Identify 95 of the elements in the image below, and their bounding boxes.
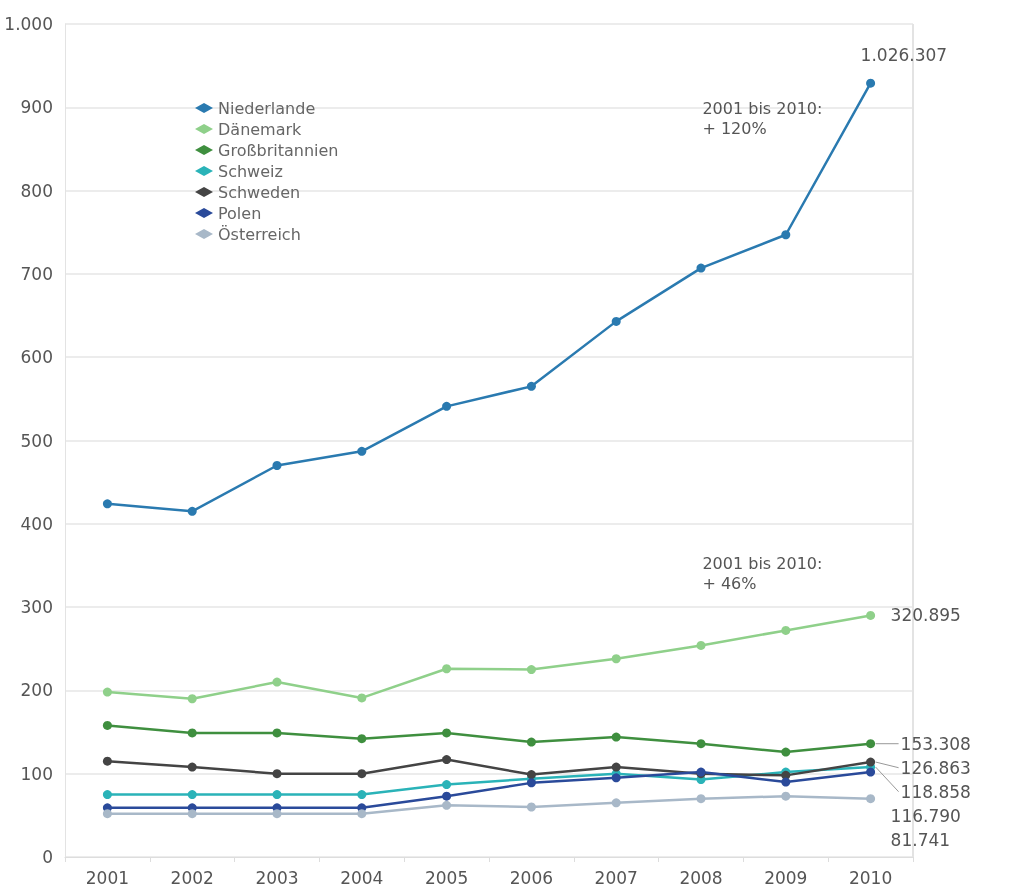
annotation: 2001 bis 2010: + 120% <box>702 98 823 138</box>
legend-label: Niederlande <box>218 98 316 118</box>
point <box>187 506 197 516</box>
point <box>866 739 876 749</box>
point <box>526 778 536 788</box>
point <box>442 664 452 674</box>
annotation: 2001 bis 2010: + 46% <box>702 554 823 594</box>
y-tick-label: 500 <box>20 430 53 451</box>
point <box>866 794 876 804</box>
point <box>866 757 876 767</box>
x-tick-label: 2009 <box>764 867 808 888</box>
x-tick-label: 2002 <box>170 867 214 888</box>
point <box>866 767 876 777</box>
point <box>696 794 706 804</box>
annotation: 81.741 <box>890 829 951 850</box>
annotation: 126.863 <box>900 757 971 778</box>
point <box>102 809 112 819</box>
point <box>611 732 621 742</box>
point <box>187 694 197 704</box>
x-tick-label: 2006 <box>509 867 554 888</box>
point <box>272 677 282 687</box>
point <box>866 78 876 88</box>
point <box>442 755 452 765</box>
legend-label: Großbritannien <box>218 140 339 160</box>
point <box>696 739 706 749</box>
point <box>781 777 791 787</box>
point <box>866 610 876 620</box>
x-tick-label: 2001 <box>85 867 130 888</box>
x-tick-label: 2007 <box>594 867 638 888</box>
point <box>272 460 282 470</box>
point <box>781 747 791 757</box>
point <box>611 316 621 326</box>
annotation: 320.895 <box>890 605 961 626</box>
point <box>526 737 536 747</box>
point <box>442 791 452 801</box>
y-tick-label: 400 <box>20 513 53 534</box>
y-tick-label: 900 <box>20 97 53 118</box>
x-tick-label: 2005 <box>424 867 469 888</box>
legend-label: Polen <box>218 203 262 223</box>
point <box>526 381 536 391</box>
point <box>611 762 621 772</box>
point <box>611 773 621 783</box>
y-tick-label: 700 <box>20 263 53 284</box>
point <box>272 790 282 800</box>
point <box>357 734 367 744</box>
point <box>357 693 367 703</box>
point <box>696 640 706 650</box>
y-tick-label: 800 <box>20 180 53 201</box>
point <box>526 770 536 780</box>
point <box>357 769 367 779</box>
point <box>102 756 112 766</box>
point <box>187 762 197 772</box>
point <box>442 728 452 738</box>
y-tick-label: 0 <box>42 847 53 867</box>
y-tick-label: 1.000 <box>4 14 53 34</box>
annotation: 1.026.307 <box>860 45 948 66</box>
point <box>526 665 536 675</box>
point <box>357 809 367 819</box>
point <box>187 790 197 800</box>
point <box>442 780 452 790</box>
point <box>102 499 112 509</box>
annotation: 116.790 <box>890 805 961 826</box>
legend-label: Österreich <box>218 224 301 244</box>
y-tick-label: 300 <box>20 597 53 618</box>
x-tick-label: 2010 <box>848 867 893 888</box>
point <box>781 625 791 635</box>
point <box>357 790 367 800</box>
annotation: 118.858 <box>900 781 971 802</box>
y-tick-label: 100 <box>20 763 53 784</box>
point <box>526 802 536 812</box>
legend-label: Dänemark <box>218 119 303 139</box>
legend-label: Schweiz <box>218 161 283 181</box>
point <box>696 263 706 273</box>
point <box>272 809 282 819</box>
point <box>102 687 112 697</box>
y-tick-label: 200 <box>20 680 53 701</box>
point <box>272 728 282 738</box>
point <box>102 790 112 800</box>
point <box>102 720 112 730</box>
annotation: 153.308 <box>900 733 971 754</box>
legend-label: Schweden <box>218 182 301 202</box>
point <box>357 446 367 456</box>
point <box>187 809 197 819</box>
point <box>781 230 791 240</box>
point <box>442 401 452 411</box>
x-tick-label: 2008 <box>679 867 723 888</box>
point <box>187 728 197 738</box>
x-tick-label: 2004 <box>340 867 384 888</box>
point <box>272 769 282 779</box>
point <box>781 791 791 801</box>
x-tick-label: 2003 <box>255 867 299 888</box>
point <box>442 800 452 810</box>
point <box>611 798 621 808</box>
y-tick-label: 600 <box>20 347 53 368</box>
point <box>611 654 621 664</box>
